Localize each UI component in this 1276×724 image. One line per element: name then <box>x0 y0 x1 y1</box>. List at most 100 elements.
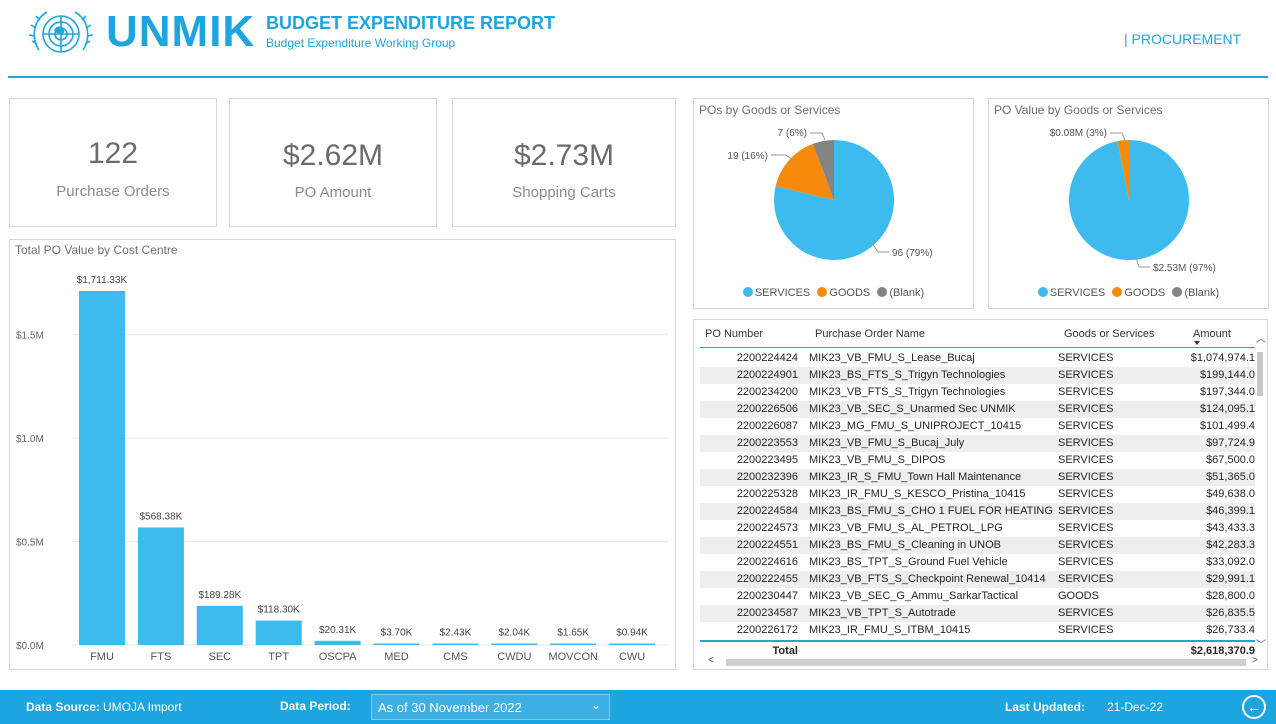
scroll-left-icon[interactable]: < <box>708 655 714 666</box>
bar <box>491 643 538 645</box>
po-name-cell: MIK23_VB_FMU_S_DIPOS <box>809 454 946 466</box>
po-number-cell: 2200224616 <box>736 556 798 568</box>
table-row[interactable]: 2200224901 MIK23_BS_FTS_S_Trigyn Technolo… <box>700 367 1255 384</box>
table-row[interactable]: 2200226506 MIK23_VB_SEC_S_Unarmed Sec UNM… <box>700 401 1255 418</box>
bar-data-label: $3.70K <box>381 628 413 639</box>
column-header-po-number[interactable]: PO Number <box>705 328 764 340</box>
amount-cell: $101,499.4 <box>1199 420 1255 432</box>
back-arrow-icon[interactable]: ← <box>1242 695 1266 719</box>
table-row[interactable]: 2200234587 MIK23_VB_TPT_S_Autotrade SERVIC… <box>700 605 1255 622</box>
legend-label: (Blank) <box>889 287 925 299</box>
legend-item-blank[interactable]: (Blank) <box>877 287 924 299</box>
pie-data-label: 96 (79%) <box>892 248 933 259</box>
scroll-right-icon[interactable]: > <box>1252 655 1258 666</box>
horizontal-scrollbar[interactable] <box>726 659 1246 666</box>
un-emblem-icon <box>28 11 94 53</box>
leader-line <box>1110 132 1126 141</box>
bar <box>550 643 597 645</box>
table-row[interactable]: 2200232396 MIK23_IR_S_FMU_Town Hall Maint… <box>700 469 1255 486</box>
table-row[interactable]: 2200223553 MIK23_VB_FMU_S_Bucaj_July SERVI… <box>700 435 1255 452</box>
data-period-dropdown[interactable]: As of 30 November 2022 ⌄ <box>371 694 610 720</box>
scroll-thumb[interactable] <box>1257 352 1263 396</box>
scroll-up-icon[interactable]: ︿ <box>1256 334 1266 345</box>
type-cell: SERVICES <box>1058 539 1114 551</box>
legend-item-services[interactable]: SERVICES <box>1037 287 1106 299</box>
po-number-cell: 2200223495 <box>736 454 798 466</box>
x-tick-label: CWU <box>619 651 645 663</box>
vertical-scrollbar[interactable]: ︿ ﹀ <box>1256 330 1266 651</box>
table-row[interactable]: 2200222455 MIK23_VB_FTS_S_Checkpoint Rene… <box>700 571 1255 588</box>
kpi-value: $2.62M <box>282 139 384 172</box>
scroll-down-icon[interactable]: ﹀ <box>1256 640 1266 651</box>
table-row[interactable]: 2200230447 MIK23_VB_SEC_G_Ammu_SarkarTact… <box>700 588 1255 605</box>
chevron-down-icon: ⌄ <box>590 698 601 712</box>
table-row[interactable]: 2200224573 MIK23_VB_FMU_S_AL_PETROL_LPG SE… <box>700 520 1255 537</box>
po-number-cell: 2200224573 <box>736 522 798 534</box>
sort-descending-icon[interactable] <box>1194 341 1200 345</box>
legend-item-services[interactable]: SERVICES <box>742 287 810 299</box>
bar <box>196 605 243 645</box>
x-tick-label: SEC <box>208 651 231 663</box>
data-source-label: Data Source: <box>26 700 101 714</box>
table-row[interactable]: 2200223495 MIK23_VB_FMU_S_DIPOS SERVICES $6… <box>700 452 1255 469</box>
table-row[interactable]: 2200224551 MIK23_BS_FMU_S_Cleaning in UNO… <box>700 537 1255 554</box>
pie-slice <box>812 140 834 200</box>
po-name-cell: MIK23_VB_FMU_S_Lease_Bucaj <box>809 352 975 364</box>
table-row[interactable]: 2200225328 MIK23_IR_FMU_S_KESCO_Pristina_… <box>700 486 1255 503</box>
legend-dot <box>1172 287 1183 297</box>
kpi-card-po-amount[interactable]: $2.62M PO Amount <box>229 98 437 227</box>
x-tick-label: FTS <box>151 651 172 663</box>
table-row[interactable]: 2200224424 MIK23_VB_FMU_S_Lease_Bucaj SERV… <box>700 350 1255 367</box>
amount-cell: $197,344.0 <box>1199 386 1255 398</box>
bar <box>314 640 361 645</box>
last-updated-value: 21-Dec-22 <box>1107 700 1164 714</box>
bar <box>79 291 125 645</box>
table-header: PO Number Purchase Order Name Goods or S… <box>694 320 1254 348</box>
type-cell: SERVICES <box>1058 420 1114 432</box>
kpi-card-shopping-carts[interactable]: $2.73M Shopping Carts <box>452 98 676 227</box>
type-cell: SERVICES <box>1058 607 1114 619</box>
table-row[interactable]: 2200226087 MIK23_MG_FMU_S_UNIPROJECT_1041… <box>700 418 1255 435</box>
legend-item-goods[interactable]: GOODS <box>817 287 870 299</box>
leader-line <box>1135 257 1150 268</box>
po-number-cell: 2200224901 <box>736 369 798 381</box>
table-row[interactable]: 2200224616 MIK23_BS_TPT_S_Ground Fuel Veh… <box>700 554 1255 571</box>
leader-line <box>810 132 826 141</box>
bar-data-label: $2.43K <box>440 628 472 639</box>
procurement-link[interactable]: | PROCUREMENT <box>1124 31 1242 47</box>
po-name-cell: MIK23_BS_TPT_S_Ground Fuel Vehicle <box>809 556 1008 568</box>
po-number-cell: 2200226506 <box>736 403 798 415</box>
table-row[interactable]: 2200226172 MIK23_IR_FMU_S_ITBM_10415 SERVI… <box>700 622 1255 638</box>
amount-cell: $67,500.0 <box>1206 454 1255 466</box>
table-row[interactable]: 2200224584 MIK23_BS_FMU_S_CHO 1 FUEL FOR … <box>700 503 1255 520</box>
bar-data-label: $20.31K <box>319 625 357 636</box>
legend-dot <box>742 287 753 297</box>
total-amount: $2,618,370.9 <box>1190 645 1255 657</box>
kpi-value: $2.73M <box>513 139 615 172</box>
table-total-row: Total $2,618,370.9 <box>700 644 1255 660</box>
pie-data-label: $2.53M (97%) <box>1153 263 1216 274</box>
x-tick-label: OSCPA <box>319 651 357 663</box>
amount-cell: $26,835.5 <box>1206 607 1255 619</box>
po-name-cell: MIK23_BS_FTS_S_Trigyn Technologies <box>809 369 1006 381</box>
legend-item-goods[interactable]: GOODS <box>1112 287 1165 299</box>
legend-item-blank[interactable]: (Blank) <box>1172 287 1219 299</box>
po-name-cell: MIK23_VB_FTS_S_Trigyn Technologies <box>809 386 1006 398</box>
amount-cell: $1,074,974.1 <box>1190 352 1255 364</box>
bar <box>255 620 302 645</box>
po-name-cell: MIK23_VB_FMU_S_Bucaj_July <box>809 437 965 449</box>
legend-dot <box>1112 287 1123 297</box>
column-header-po-name[interactable]: Purchase Order Name <box>815 328 926 340</box>
kpi-card-purchase-orders[interactable]: 122 Purchase Orders <box>9 98 217 227</box>
amount-cell: $42,283.3 <box>1206 539 1255 551</box>
table-body: 2200224424 MIK23_VB_FMU_S_Lease_Bucaj SERV… <box>700 350 1255 638</box>
po-number-cell: 2200226172 <box>736 624 798 636</box>
table-row[interactable]: 2200234200 MIK23_VB_FTS_S_Trigyn Technolo… <box>700 384 1255 401</box>
column-header-type[interactable]: Goods or Services <box>1064 328 1155 340</box>
amount-cell: $97,724.9 <box>1206 437 1255 449</box>
po-name-cell: MIK23_VB_FTS_S_Checkpoint Renewal_10414 <box>809 573 1046 585</box>
leader-line <box>871 242 889 253</box>
pie-data-label: 19 (16%) <box>727 151 768 162</box>
legend-label: SERVICES <box>1049 287 1106 299</box>
column-header-amount[interactable]: Amount <box>1193 328 1231 340</box>
